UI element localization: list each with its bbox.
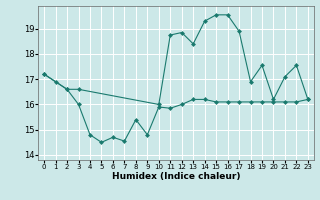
- X-axis label: Humidex (Indice chaleur): Humidex (Indice chaleur): [112, 172, 240, 181]
